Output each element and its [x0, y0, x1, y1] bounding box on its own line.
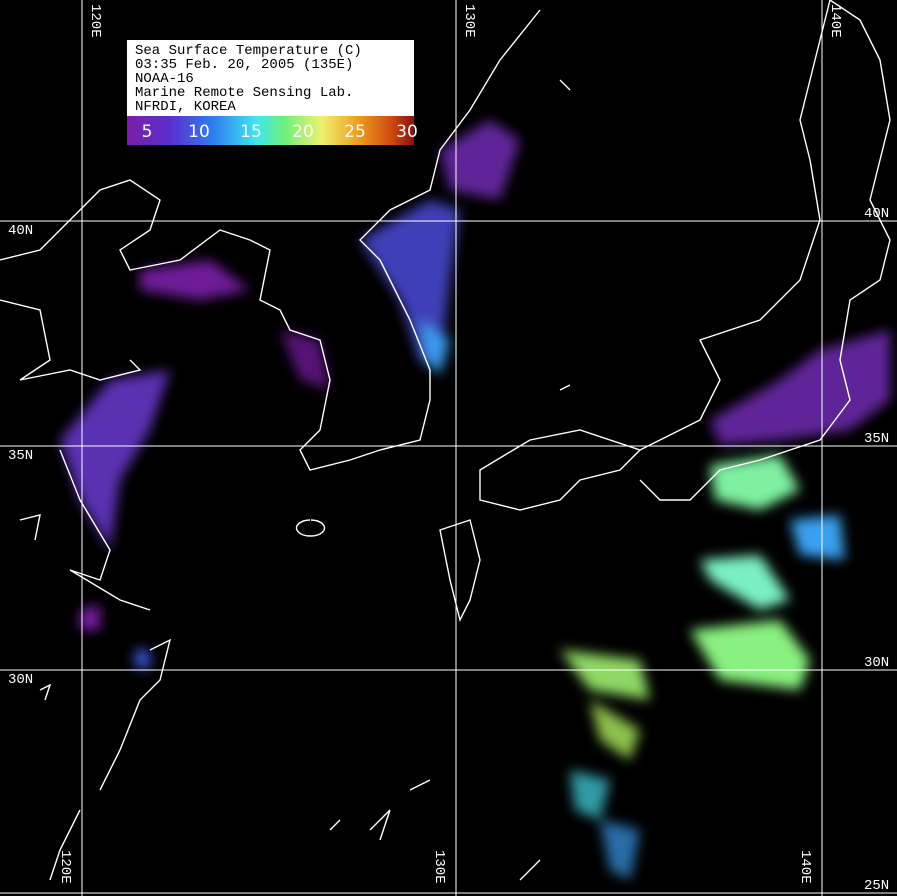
lon-label-top: 130E	[461, 4, 477, 38]
lat-label-right: 35N	[864, 431, 889, 447]
lat-label-right: 25N	[864, 878, 889, 894]
legend-text: Sea Surface Temperature (C)03:35 Feb. 20…	[135, 43, 418, 142]
lon-label-top: 120E	[87, 4, 103, 38]
legend-line: NFRDI, KOREA	[135, 99, 236, 115]
lon-label-bottom: 140E	[797, 850, 813, 884]
colorbar-label: 10	[188, 122, 210, 142]
coastlines	[0, 0, 891, 881]
colorbar-label: 25	[344, 122, 366, 142]
lat-label-right: 30N	[864, 655, 889, 671]
colorbar-label: 30	[396, 122, 418, 142]
colorbar-label: 5	[142, 122, 153, 142]
legend-line: Sea Surface Temperature (C)	[135, 43, 362, 59]
lat-label-right: 40N	[864, 206, 889, 222]
legend-line: Marine Remote Sensing Lab.	[135, 85, 353, 101]
sst-field	[60, 120, 890, 880]
legend-line: NOAA-16	[135, 71, 194, 87]
lon-label-bottom: 130E	[431, 850, 447, 884]
colorbar-label: 15	[240, 122, 262, 142]
lat-label-left: 35N	[8, 448, 33, 464]
legend-box	[127, 40, 414, 116]
lon-label-top: 140E	[827, 4, 843, 38]
legend-line: 03:35 Feb. 20, 2005 (135E)	[135, 57, 353, 73]
lat-label-left: 30N	[8, 672, 33, 688]
lon-label-bottom: 120E	[57, 850, 73, 884]
colorbar	[127, 116, 414, 145]
lat-label-left: 40N	[8, 223, 33, 239]
colorbar-label: 20	[292, 122, 314, 142]
legend: Sea Surface Temperature (C)03:35 Feb. 20…	[127, 40, 418, 145]
